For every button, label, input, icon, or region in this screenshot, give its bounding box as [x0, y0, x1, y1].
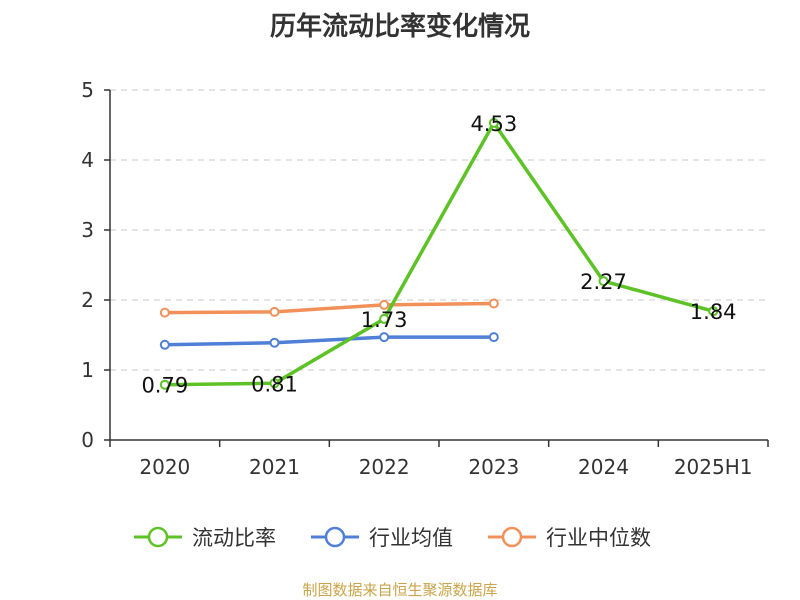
y-tick-label-5: 5	[81, 78, 94, 102]
data-point-0-5	[708, 306, 719, 317]
data-label-3: 4.53	[470, 112, 517, 136]
y-tick-label-1: 1	[81, 358, 94, 382]
x-tick-label-2020: 2020	[139, 455, 190, 479]
y-tick-label-0: 0	[81, 428, 94, 452]
axes: 0 1 2 3 4 5 2020 2021 2022 2023 2024 2025H1	[81, 78, 769, 479]
legend-swatch-marker	[147, 526, 169, 548]
data-label-0: 0.79	[141, 374, 188, 398]
data-label-1: 0.81	[251, 372, 298, 396]
grid-lines	[110, 89, 768, 371]
legend-item-0[interactable]: 流动比率	[134, 526, 276, 550]
series-line-1	[163, 335, 496, 347]
x-tick-label-2023: 2023	[468, 455, 519, 479]
data-point-1-0	[159, 339, 170, 350]
data-point-0-4	[598, 276, 609, 287]
data-point-2-3	[488, 298, 499, 309]
legend-label: 行业均值	[369, 526, 453, 550]
data-point-0-3	[488, 117, 499, 128]
legend-swatch-marker	[324, 526, 346, 548]
legend-label: 行业中位数	[546, 526, 651, 550]
legend-label: 流动比率	[192, 526, 276, 550]
legend-item-1[interactable]: 行业均值	[311, 526, 453, 550]
chart-title: 历年流动比率变化情况	[269, 12, 530, 42]
legend[interactable]: 流动比率 行业均值 行业中位数	[134, 526, 651, 550]
data-point-0-1	[269, 378, 280, 389]
y-tick-label-3: 3	[81, 218, 94, 242]
x-tick-label-2025H1: 2025H1	[674, 455, 753, 479]
source-note: 制图数据来自恒生聚源数据库	[302, 581, 498, 599]
series-line-0	[163, 121, 715, 387]
data-point-2-0	[159, 307, 170, 318]
x-tick-label-2022: 2022	[359, 455, 410, 479]
legend-item-2[interactable]: 行业中位数	[488, 526, 651, 550]
x-tick-label-2024: 2024	[578, 455, 629, 479]
series-line-2	[163, 301, 496, 315]
data-point-2-1	[269, 306, 280, 317]
data-point-0-0	[159, 379, 170, 390]
data-point-2-2	[379, 299, 390, 310]
data-label-4: 2.27	[580, 270, 627, 294]
y-tick-label-2: 2	[81, 288, 94, 312]
x-tick-label-2021: 2021	[249, 455, 300, 479]
legend-swatch-marker	[501, 526, 523, 548]
data-labels: 0.79 0.81 1.73 4.53 2.27 1.84	[141, 112, 736, 398]
data-point-1-1	[269, 337, 280, 348]
y-tick-label-4: 4	[81, 148, 94, 172]
data-point-0-2	[379, 313, 390, 324]
series-lines	[159, 117, 719, 390]
data-label-5: 1.84	[690, 300, 737, 324]
data-point-1-3	[488, 332, 499, 343]
data-label-2: 1.73	[361, 308, 408, 332]
data-point-1-2	[379, 332, 390, 343]
